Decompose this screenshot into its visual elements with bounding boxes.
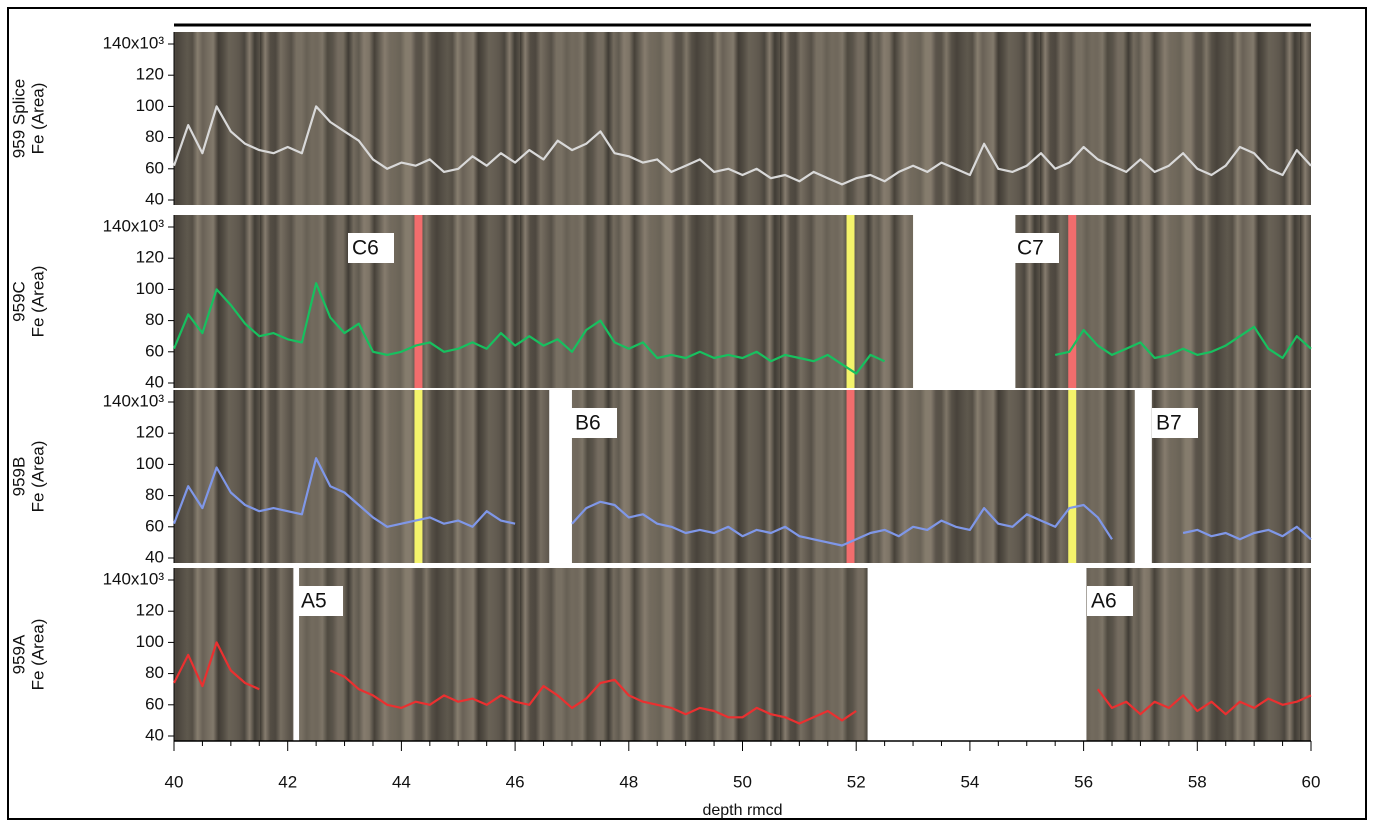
x-tick-label: 54	[960, 772, 979, 791]
section-label: A5	[301, 590, 327, 613]
y-tick-label: 60	[145, 341, 164, 360]
section-label-box	[1152, 408, 1198, 438]
y-tick-label: 120	[136, 601, 164, 620]
panel: A5 A6 40 60 80 100 120 140x10³ 959A Fe (Area) 40 42…	[9, 568, 1320, 819]
x-tick-label: 58	[1188, 772, 1207, 791]
y-tick-label: 80	[145, 485, 164, 504]
section-label-box	[571, 408, 617, 438]
x-tick-label: 60	[1302, 772, 1321, 791]
x-tick-label: 48	[619, 772, 638, 791]
section-label: A6	[1091, 590, 1117, 613]
y-tick-label: 120	[136, 248, 164, 267]
y-tick-label: 100	[136, 96, 164, 115]
y-tick-label: 60	[145, 158, 164, 177]
core-image	[174, 215, 914, 388]
x-tick-label: 50	[733, 772, 752, 791]
panel: B6 B7 40 60 80 100 120 140x10³ 959B Fe (Area)	[9, 390, 1312, 566]
y-tick-label: 120	[136, 423, 164, 442]
x-axis-label: depth rmcd	[702, 802, 782, 819]
y-tick-label: 40	[145, 372, 164, 391]
x-tick-label: 46	[506, 772, 525, 791]
y-tick-label: 120	[136, 65, 164, 84]
section-label-box	[1013, 233, 1059, 263]
x-tick-label: 42	[278, 772, 297, 791]
y-axis-label: 959B	[9, 457, 28, 497]
section-label: C6	[352, 237, 379, 260]
x-tick-label: 40	[165, 772, 184, 791]
y-tick-label: 60	[145, 694, 164, 713]
y-tick-label: 140x10³	[103, 216, 165, 235]
y-tick-label: 40	[145, 189, 164, 208]
y-tick-label: 100	[136, 454, 164, 473]
section-label: B7	[1156, 412, 1182, 435]
tie-point	[414, 390, 423, 563]
y-axis-label: 959C	[9, 281, 28, 322]
tie-point	[1068, 215, 1077, 388]
y-tick-label: 140x10³	[103, 569, 165, 588]
panel: C6 C7 40 60 80 100 120 140x10³ 959C Fe (Area)	[9, 215, 1312, 391]
y-axis-label: Fe (Area)	[28, 441, 47, 513]
data-line	[172, 282, 1312, 375]
y-tick-label: 140x10³	[103, 391, 165, 410]
panel: 40 60 80 100 120 140x10³ 959 Splice Fe (Area)	[9, 32, 1312, 208]
data-line	[172, 457, 1312, 547]
data-line	[172, 105, 1312, 186]
y-axis-label: 959 Splice	[9, 79, 28, 158]
y-tick-label: 80	[145, 310, 164, 329]
tie-point	[1068, 390, 1077, 563]
core-image	[174, 32, 1311, 205]
data-line	[173, 641, 1312, 725]
section-label-box	[1087, 586, 1133, 616]
tie-point	[846, 390, 855, 563]
y-axis-label: 959A	[9, 634, 28, 674]
section-label: B6	[575, 412, 601, 435]
tie-point	[846, 215, 855, 388]
section-label-box	[348, 233, 394, 263]
y-axis-label: Fe (Area)	[28, 619, 47, 691]
y-tick-label: 40	[145, 547, 164, 566]
section-label-box	[297, 586, 343, 616]
y-tick-label: 60	[145, 516, 164, 535]
tie-point	[414, 215, 423, 388]
x-tick-label: 56	[1074, 772, 1093, 791]
y-tick-label: 80	[145, 663, 164, 682]
x-tick-label: 44	[392, 772, 411, 791]
y-tick-label: 80	[145, 127, 164, 146]
y-axis-label: Fe (Area)	[28, 83, 47, 155]
y-tick-label: 40	[145, 725, 164, 744]
y-tick-label: 100	[136, 632, 164, 651]
x-tick-label: 52	[847, 772, 866, 791]
section-label: C7	[1017, 237, 1044, 260]
core-image	[174, 568, 294, 741]
y-tick-label: 140x10³	[103, 33, 165, 52]
core-image	[1015, 215, 1311, 388]
y-axis-label: Fe (Area)	[28, 266, 47, 338]
core-image	[299, 568, 868, 741]
y-tick-label: 100	[136, 279, 164, 298]
core-image	[174, 390, 550, 563]
